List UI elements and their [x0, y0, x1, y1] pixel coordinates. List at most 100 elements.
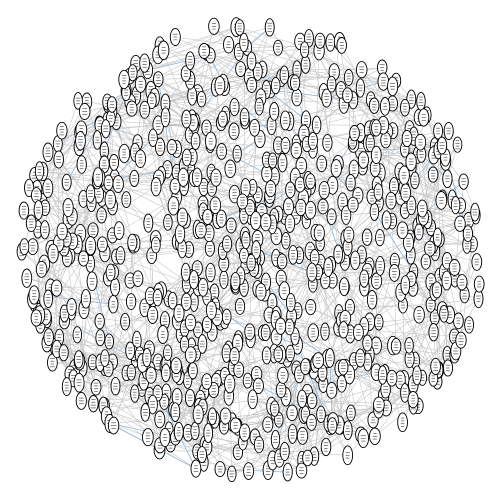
graph-node[interactable] [309, 249, 320, 267]
graph-node[interactable] [428, 323, 439, 342]
graph-node[interactable] [282, 462, 293, 482]
graph-node[interactable] [219, 270, 229, 290]
graph-node[interactable] [47, 353, 58, 372]
graph-node[interactable] [50, 279, 63, 297]
graph-node[interactable] [53, 150, 64, 169]
graph-node[interactable] [273, 39, 283, 56]
graph-node[interactable] [204, 240, 215, 257]
graph-node[interactable] [320, 322, 330, 341]
graph-node[interactable] [169, 27, 181, 47]
graph-node[interactable] [326, 381, 338, 399]
graph-node[interactable] [159, 311, 171, 330]
graph-node[interactable] [224, 159, 237, 179]
graph-node[interactable] [336, 374, 347, 393]
graph-node[interactable] [380, 131, 392, 149]
graph-node[interactable] [161, 363, 171, 383]
graph-node[interactable] [204, 131, 217, 151]
graph-node[interactable] [369, 427, 381, 446]
graph-node[interactable] [406, 195, 417, 216]
graph-node[interactable] [291, 88, 303, 107]
graph-node[interactable] [87, 222, 99, 239]
graph-node[interactable] [150, 177, 162, 197]
graph-node[interactable] [132, 330, 142, 351]
graph-node[interactable] [270, 429, 281, 450]
graph-node[interactable] [216, 143, 227, 160]
graph-node[interactable] [181, 109, 192, 129]
graph-node[interactable] [121, 191, 132, 208]
graph-node[interactable] [369, 202, 380, 221]
graph-node[interactable] [154, 410, 166, 429]
graph-node[interactable] [343, 69, 354, 86]
graph-node[interactable] [86, 271, 98, 292]
graph-node[interactable] [280, 110, 291, 131]
graph-node[interactable] [325, 33, 336, 52]
graph-node[interactable] [302, 449, 314, 467]
graph-node[interactable] [275, 381, 287, 399]
graph-node[interactable] [368, 97, 380, 114]
graph-node[interactable] [376, 59, 388, 76]
graph-node[interactable] [227, 465, 237, 483]
graph-node[interactable] [300, 55, 311, 74]
graph-node[interactable] [228, 122, 240, 140]
graph-node[interactable] [190, 459, 202, 478]
graph-node[interactable] [286, 404, 298, 422]
graph-node[interactable] [222, 235, 233, 253]
graph-node[interactable] [126, 363, 136, 381]
graph-node[interactable] [40, 220, 50, 240]
graph-node[interactable] [242, 372, 253, 389]
graph-node[interactable] [42, 142, 54, 163]
graph-node[interactable] [355, 61, 368, 79]
graph-node[interactable] [280, 136, 291, 154]
graph-node[interactable] [320, 437, 332, 457]
graph-node[interactable] [243, 462, 255, 480]
graph-node[interactable] [108, 294, 119, 314]
graph-node[interactable] [196, 446, 208, 464]
graph-node[interactable] [306, 392, 318, 410]
graph-node[interactable] [281, 232, 291, 250]
graph-node[interactable] [325, 348, 335, 368]
graph-node[interactable] [73, 350, 84, 369]
graph-node[interactable] [208, 17, 220, 35]
graph-node[interactable] [75, 391, 87, 410]
graph-node[interactable] [72, 326, 83, 344]
graph-node[interactable] [379, 97, 391, 116]
graph-node[interactable] [239, 107, 250, 127]
graph-node[interactable] [287, 423, 298, 444]
graph-node[interactable] [269, 102, 280, 121]
graph-node[interactable] [170, 402, 181, 422]
graph-node[interactable] [452, 136, 463, 153]
graph-node[interactable] [264, 18, 275, 37]
graph-node[interactable] [193, 321, 204, 339]
graph-node[interactable] [232, 144, 242, 163]
graph-node[interactable] [326, 208, 337, 226]
graph-node[interactable] [429, 309, 440, 326]
graph-node[interactable] [35, 260, 48, 278]
graph-node[interactable] [191, 167, 203, 187]
graph-node[interactable] [305, 299, 317, 316]
graph-node[interactable] [108, 154, 120, 171]
graph-node[interactable] [414, 223, 424, 241]
graph-node[interactable] [159, 393, 170, 410]
graph-node[interactable] [154, 137, 166, 157]
graph-node[interactable] [125, 293, 137, 310]
graph-node[interactable] [244, 323, 256, 341]
graph-node[interactable] [385, 191, 397, 210]
graph-node[interactable] [375, 228, 385, 247]
graph-node[interactable] [96, 207, 107, 224]
graph-node[interactable] [143, 213, 154, 233]
graph-node[interactable] [357, 151, 369, 169]
graph-node[interactable] [78, 250, 89, 267]
graph-node[interactable] [21, 268, 33, 288]
graph-node[interactable] [104, 333, 115, 350]
graph-node[interactable] [355, 348, 366, 368]
graph-node[interactable] [225, 217, 237, 234]
graph-node[interactable] [317, 198, 329, 215]
graph-node[interactable] [201, 119, 212, 137]
graph-node[interactable] [389, 177, 399, 196]
graph-node[interactable] [459, 286, 470, 304]
graph-node[interactable] [94, 313, 105, 330]
graph-node[interactable] [78, 189, 89, 208]
graph-node[interactable] [343, 226, 355, 243]
graph-node[interactable] [311, 115, 322, 135]
graph-node[interactable] [120, 312, 131, 331]
